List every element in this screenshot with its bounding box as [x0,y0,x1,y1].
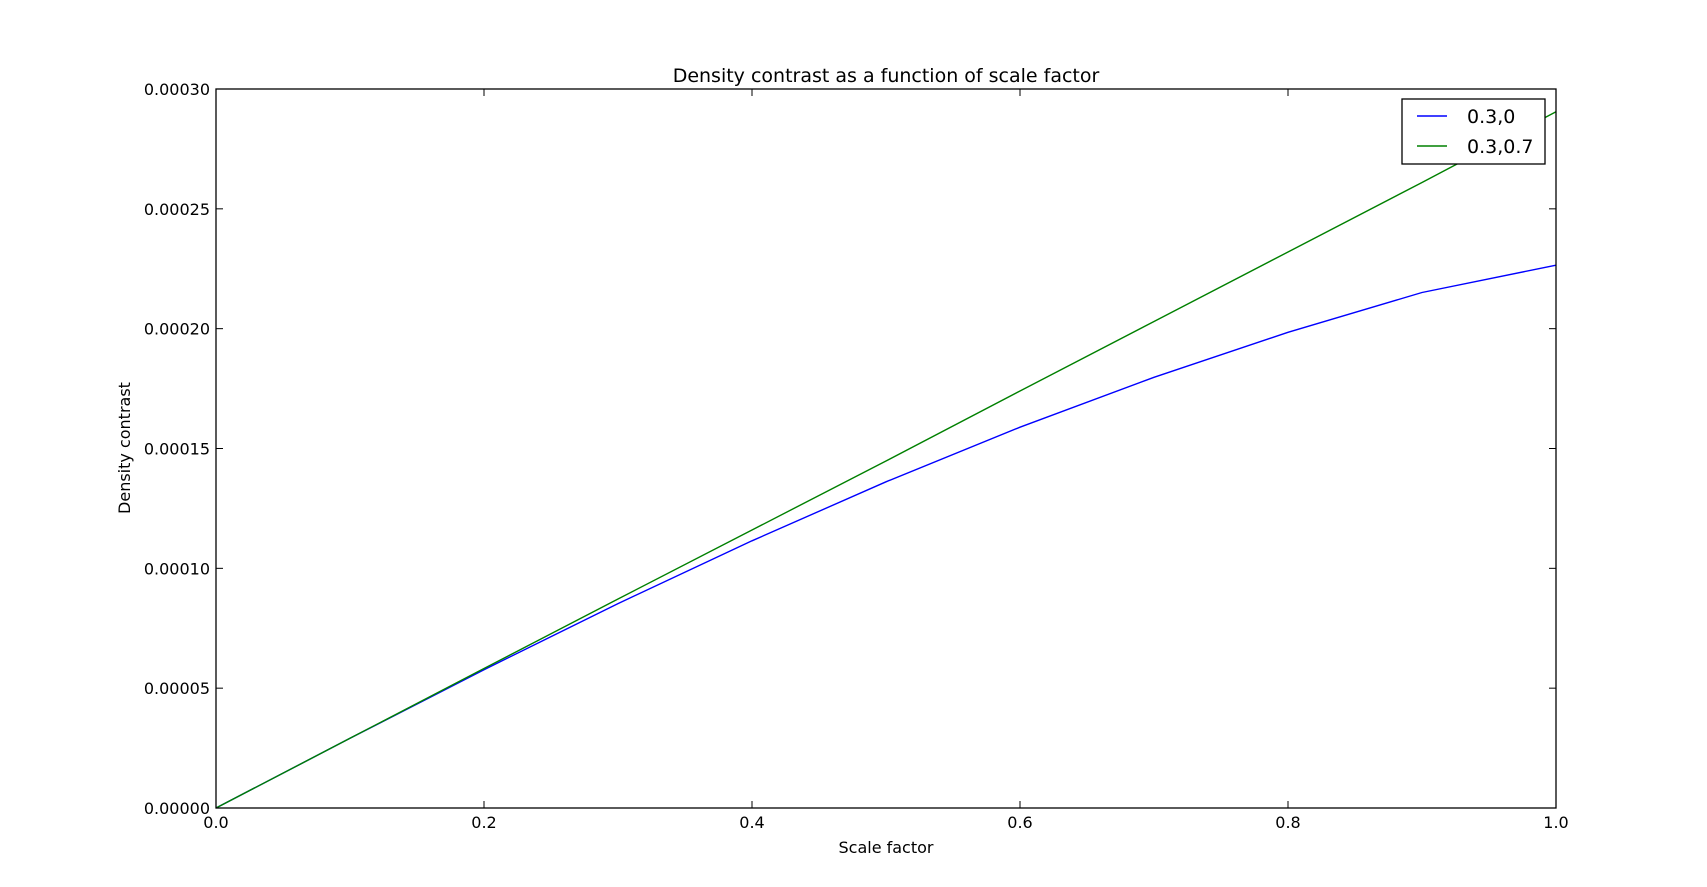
plot-area [215,88,1557,809]
y-tick-label: 0.00025 [144,200,210,219]
x-tick-label: 0.0 [203,813,228,832]
x-tick-label: 0.2 [471,813,496,832]
plot-background [216,89,1556,808]
y-axis-ticks: 0.00000 0.00005 0.00010 0.00015 0.00020 0.000… [144,80,1556,818]
x-tick-label: 0.4 [739,813,764,832]
chart-title: Density contrast as a function of scale … [673,65,1100,87]
legend-label-1: 0.3,0 [1467,106,1515,128]
x-tick-label: 0.6 [1007,813,1032,832]
legend-label-2: 0.3,0.7 [1467,136,1533,158]
y-tick-label: 0.00015 [144,440,210,459]
x-tick-label: 1.0 [1543,813,1568,832]
x-tick-label: 0.8 [1275,813,1300,832]
y-tick-label: 0.00020 [144,320,210,339]
y-tick-label: 0.00005 [144,679,210,698]
y-tick-label: 0.00000 [144,799,210,818]
series-line-1 [215,264,1557,809]
x-axis-ticks: 0.0 0.2 0.4 0.6 0.8 1.0 [203,89,1569,832]
legend-box [1401,98,1546,165]
x-axis-title: Scale factor [838,838,933,857]
y-tick-label: 0.00030 [144,80,210,99]
y-tick-label: 0.00010 [144,559,210,578]
y-axis-title: Density contrast [115,382,134,514]
legend: 0.3,0 0.3,0.7 [1401,98,1546,165]
series-layer [215,111,1557,809]
series-line-2 [215,111,1557,809]
